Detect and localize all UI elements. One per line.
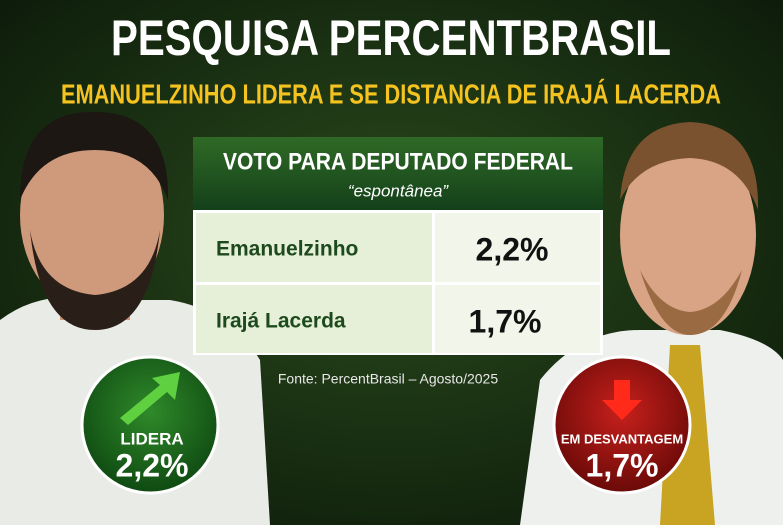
badge-value: 2,2% <box>116 447 189 483</box>
subtitle: EMANUELZINHO LIDERA E SE DISTANCIA DE IR… <box>61 78 721 109</box>
candidate-name: Emanuelzinho <box>216 238 358 261</box>
title: PESQUISA PERCENTBRASIL <box>111 10 671 66</box>
table-cell <box>196 285 432 353</box>
badge-leader: LIDERA 2,2% <box>80 355 220 495</box>
arrow-up <box>120 372 180 425</box>
badge-label: EM DESVANTAGEM <box>561 431 683 446</box>
table-header <box>193 137 603 210</box>
table-cell <box>196 213 432 282</box>
table-cell <box>435 285 600 353</box>
candidate-name: Irajá Lacerda <box>216 310 346 333</box>
badge-value: 1,7% <box>586 447 659 483</box>
arrow-down <box>602 380 642 420</box>
candidate-percent: 1,7% <box>469 303 542 339</box>
table-subtitle: “espontânea” <box>348 181 450 200</box>
table: VOTO PARA DEPUTADO FEDERAL “espontânea” … <box>193 137 603 355</box>
source: Fonte: PercentBrasil – Agosto/2025 <box>278 371 498 387</box>
table-cell <box>435 213 600 282</box>
badge-label: LIDERA <box>120 429 183 448</box>
table-title: VOTO PARA DEPUTADO FEDERAL <box>223 148 573 175</box>
candidate-percent: 2,2% <box>476 231 549 267</box>
badge-trailing: EM DESVANTAGEM 1,7% <box>552 355 692 495</box>
